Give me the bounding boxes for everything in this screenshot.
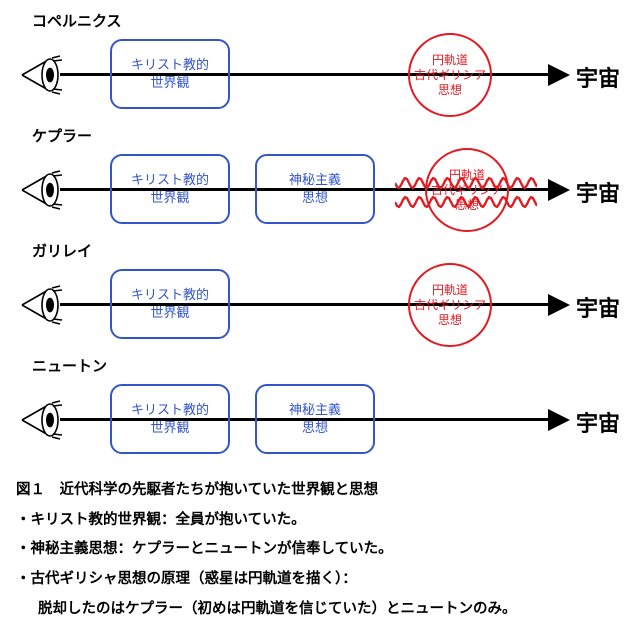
arrow-head-icon [548,64,570,86]
caption-title: 図１ 近代科学の先駆者たちが抱いていた世界観と思想 [16,476,620,506]
row-lane: 宇宙 キリスト教的 世界観 円軌道 古代ギリシア 思想 [10,33,620,117]
arrow-head-icon [548,409,570,431]
eye-icon [20,285,64,325]
row-2: ガリレイ宇宙 キリスト教的 世界観 円軌道 古代ギリシア 思想 [10,240,620,347]
circle-greek: 円軌道 古代ギリシア 思想 [408,263,492,347]
box-line1: キリスト教的 [131,171,209,189]
box-line1: キリスト教的 [131,401,209,419]
box-line1: キリスト教的 [131,56,209,74]
box-line1: キリスト教的 [131,286,209,304]
caption-block: 図１ 近代科学の先駆者たちが抱いていた世界観と思想 ・キリスト教的世界観：全員が… [10,476,620,625]
row-label: ニュートン [32,355,620,376]
circle-line3: 思想 [438,313,462,328]
row-label: ガリレイ [32,240,620,261]
row-1: ケプラー宇宙 キリスト教的 世界観神秘主義 思想円軌道 古代ギリシア 思想 [10,125,620,232]
box-line2: 世界観 [150,74,189,92]
row-lane: 宇宙 キリスト教的 世界観神秘主義 思想 [10,378,620,462]
caption-bullet-4: 脱却したのはケプラー（初めは円軌道を信じていた）とニュートンのみ。 [16,595,620,625]
eye-icon [20,170,64,210]
circle-line2: 古代ギリシア [414,298,486,313]
circle-greek: 円軌道 古代ギリシア 思想 [408,33,492,117]
row-label: コペルニクス [32,10,620,31]
box-line2: 世界観 [150,304,189,322]
box-line2: 思想 [302,419,328,437]
box-christian: キリスト教的 世界観 [110,154,230,224]
circle-line3: 思想 [455,198,479,213]
box-mystic: 神秘主義 思想 [255,154,375,224]
eye-icon [20,400,64,440]
caption-bullet-3: ・古代ギリシャ思想の原理（惑星は円軌道を描く）： [16,565,620,595]
box-christian: キリスト教的 世界観 [110,39,230,109]
end-label: 宇宙 [576,61,620,93]
box-christian: キリスト教的 世界観 [110,384,230,454]
end-label: 宇宙 [576,176,620,208]
arrow-head-icon [548,179,570,201]
arrow-head-icon [548,294,570,316]
circle-line2: 古代ギリシア [414,68,486,83]
row-0: コペルニクス宇宙 キリスト教的 世界観 円軌道 古代ギリシア 思想 [10,10,620,117]
box-christian: キリスト教的 世界観 [110,269,230,339]
row-lane: 宇宙 キリスト教的 世界観神秘主義 思想円軌道 古代ギリシア 思想 [10,148,620,232]
circle-line3: 思想 [438,83,462,98]
diagram-rows: コペルニクス宇宙 キリスト教的 世界観円軌道 古代ギリシア 思想ケプラー宇宙 キ… [10,10,620,462]
box-line2: 世界観 [150,189,189,207]
circle-greek: 円軌道 古代ギリシア 思想 [425,148,509,232]
box-line1: 神秘主義 [289,171,341,189]
box-line2: 世界観 [150,419,189,437]
box-line2: 思想 [302,189,328,207]
caption-bullet-1: ・キリスト教的世界観：全員が抱いていた。 [16,506,620,536]
eye-icon [20,55,64,95]
box-line1: 神秘主義 [289,401,341,419]
circle-line1: 円軌道 [432,53,468,68]
end-label: 宇宙 [576,291,620,323]
circle-line1: 円軌道 [449,168,485,183]
circle-line2: 古代ギリシア [431,183,503,198]
row-lane: 宇宙 キリスト教的 世界観 円軌道 古代ギリシア 思想 [10,263,620,347]
box-mystic: 神秘主義 思想 [255,384,375,454]
row-3: ニュートン宇宙 キリスト教的 世界観神秘主義 思想 [10,355,620,462]
caption-bullet-2: ・神秘主義思想：ケプラーとニュートンが信奉していた。 [16,535,620,565]
end-label: 宇宙 [576,406,620,438]
row-label: ケプラー [32,125,620,146]
circle-line1: 円軌道 [432,283,468,298]
